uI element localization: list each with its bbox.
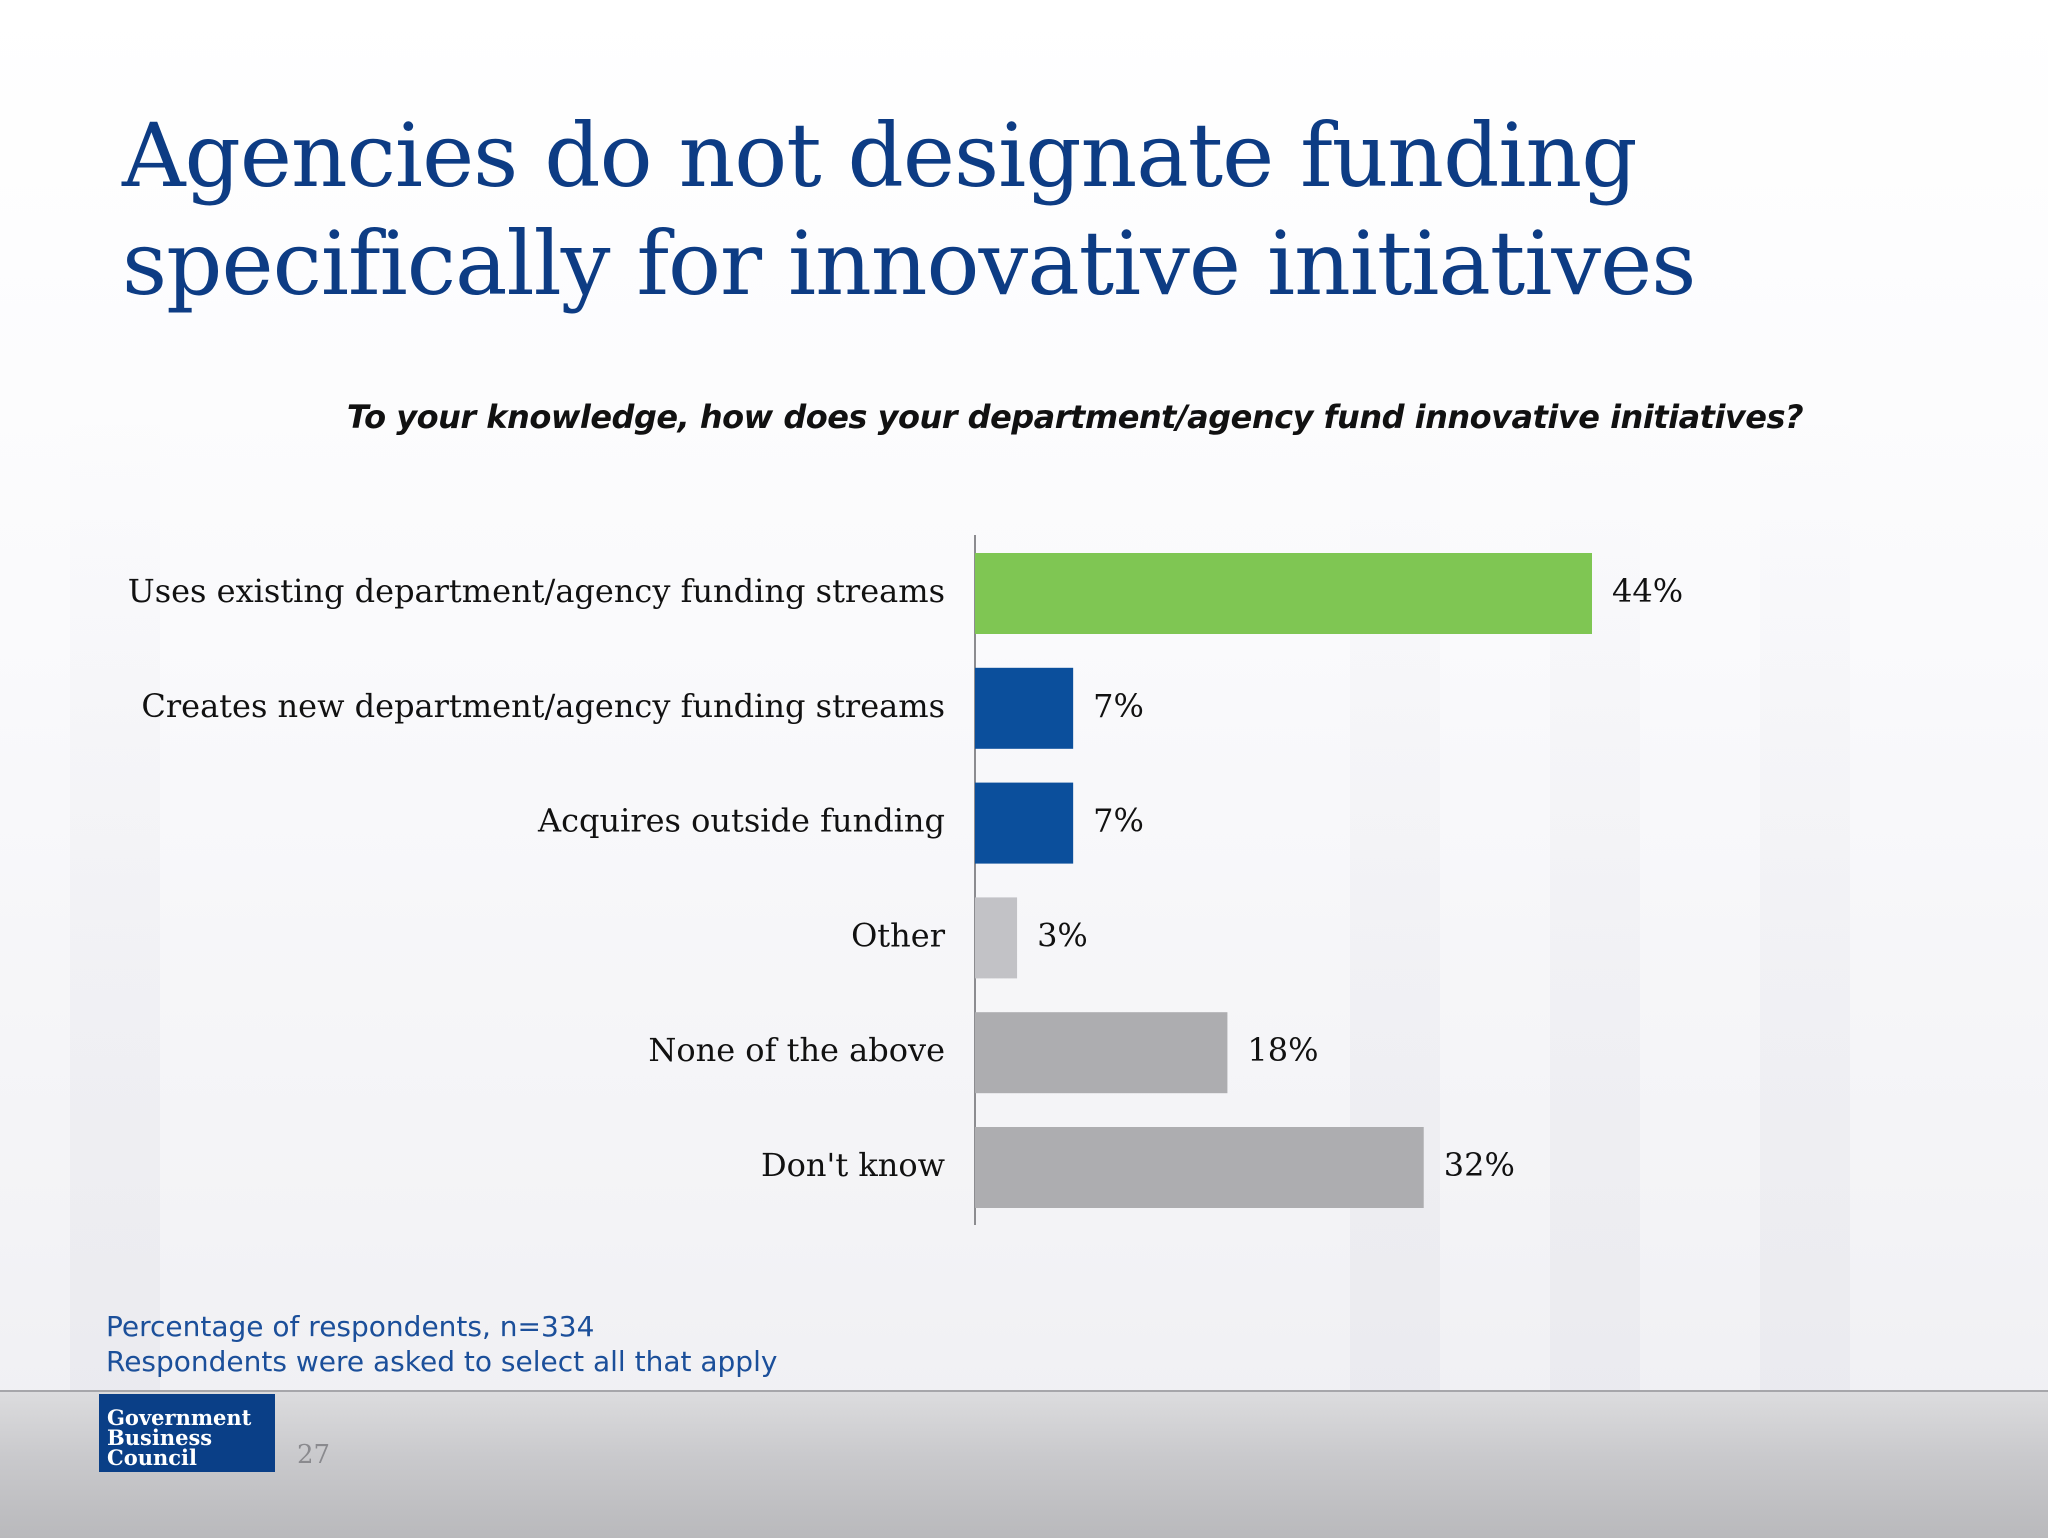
bar bbox=[975, 897, 1018, 979]
bar bbox=[975, 782, 1074, 864]
background-strip bbox=[1760, 420, 1850, 1420]
category-label: Acquires outside funding bbox=[537, 802, 945, 840]
slide-title: Agencies do not designate funding specif… bbox=[122, 104, 1696, 315]
data-label: 18% bbox=[1247, 1031, 1318, 1069]
logo-line: Government bbox=[107, 1405, 252, 1430]
select-all-note: Respondents were asked to select all tha… bbox=[106, 1345, 778, 1378]
footer-bar bbox=[0, 1390, 2048, 1538]
logo-line: Business bbox=[107, 1425, 213, 1450]
chart-question: To your knowledge, how does your departm… bbox=[346, 398, 1804, 436]
data-label: 7% bbox=[1093, 802, 1144, 840]
bar bbox=[975, 553, 1592, 634]
category-label: Don't know bbox=[761, 1146, 945, 1184]
category-label: Creates new department/agency funding st… bbox=[141, 687, 945, 725]
page-number: 27 bbox=[297, 1440, 331, 1470]
bar bbox=[975, 1012, 1228, 1094]
data-label: 7% bbox=[1093, 687, 1144, 725]
sample-note: Percentage of respondents, n=334 bbox=[106, 1310, 595, 1343]
category-label: Uses existing department/agency funding … bbox=[128, 572, 945, 610]
logo-line: Council bbox=[107, 1445, 197, 1470]
category-label: None of the above bbox=[648, 1031, 945, 1069]
data-label: 3% bbox=[1037, 916, 1088, 954]
category-label: Other bbox=[851, 916, 946, 954]
data-label: 44% bbox=[1612, 572, 1683, 610]
background-strip bbox=[70, 420, 160, 1420]
bar bbox=[975, 667, 1074, 749]
data-label: 32% bbox=[1444, 1146, 1515, 1184]
bar bbox=[975, 1127, 1424, 1208]
gbc-logo: Government Business Council bbox=[99, 1394, 275, 1472]
